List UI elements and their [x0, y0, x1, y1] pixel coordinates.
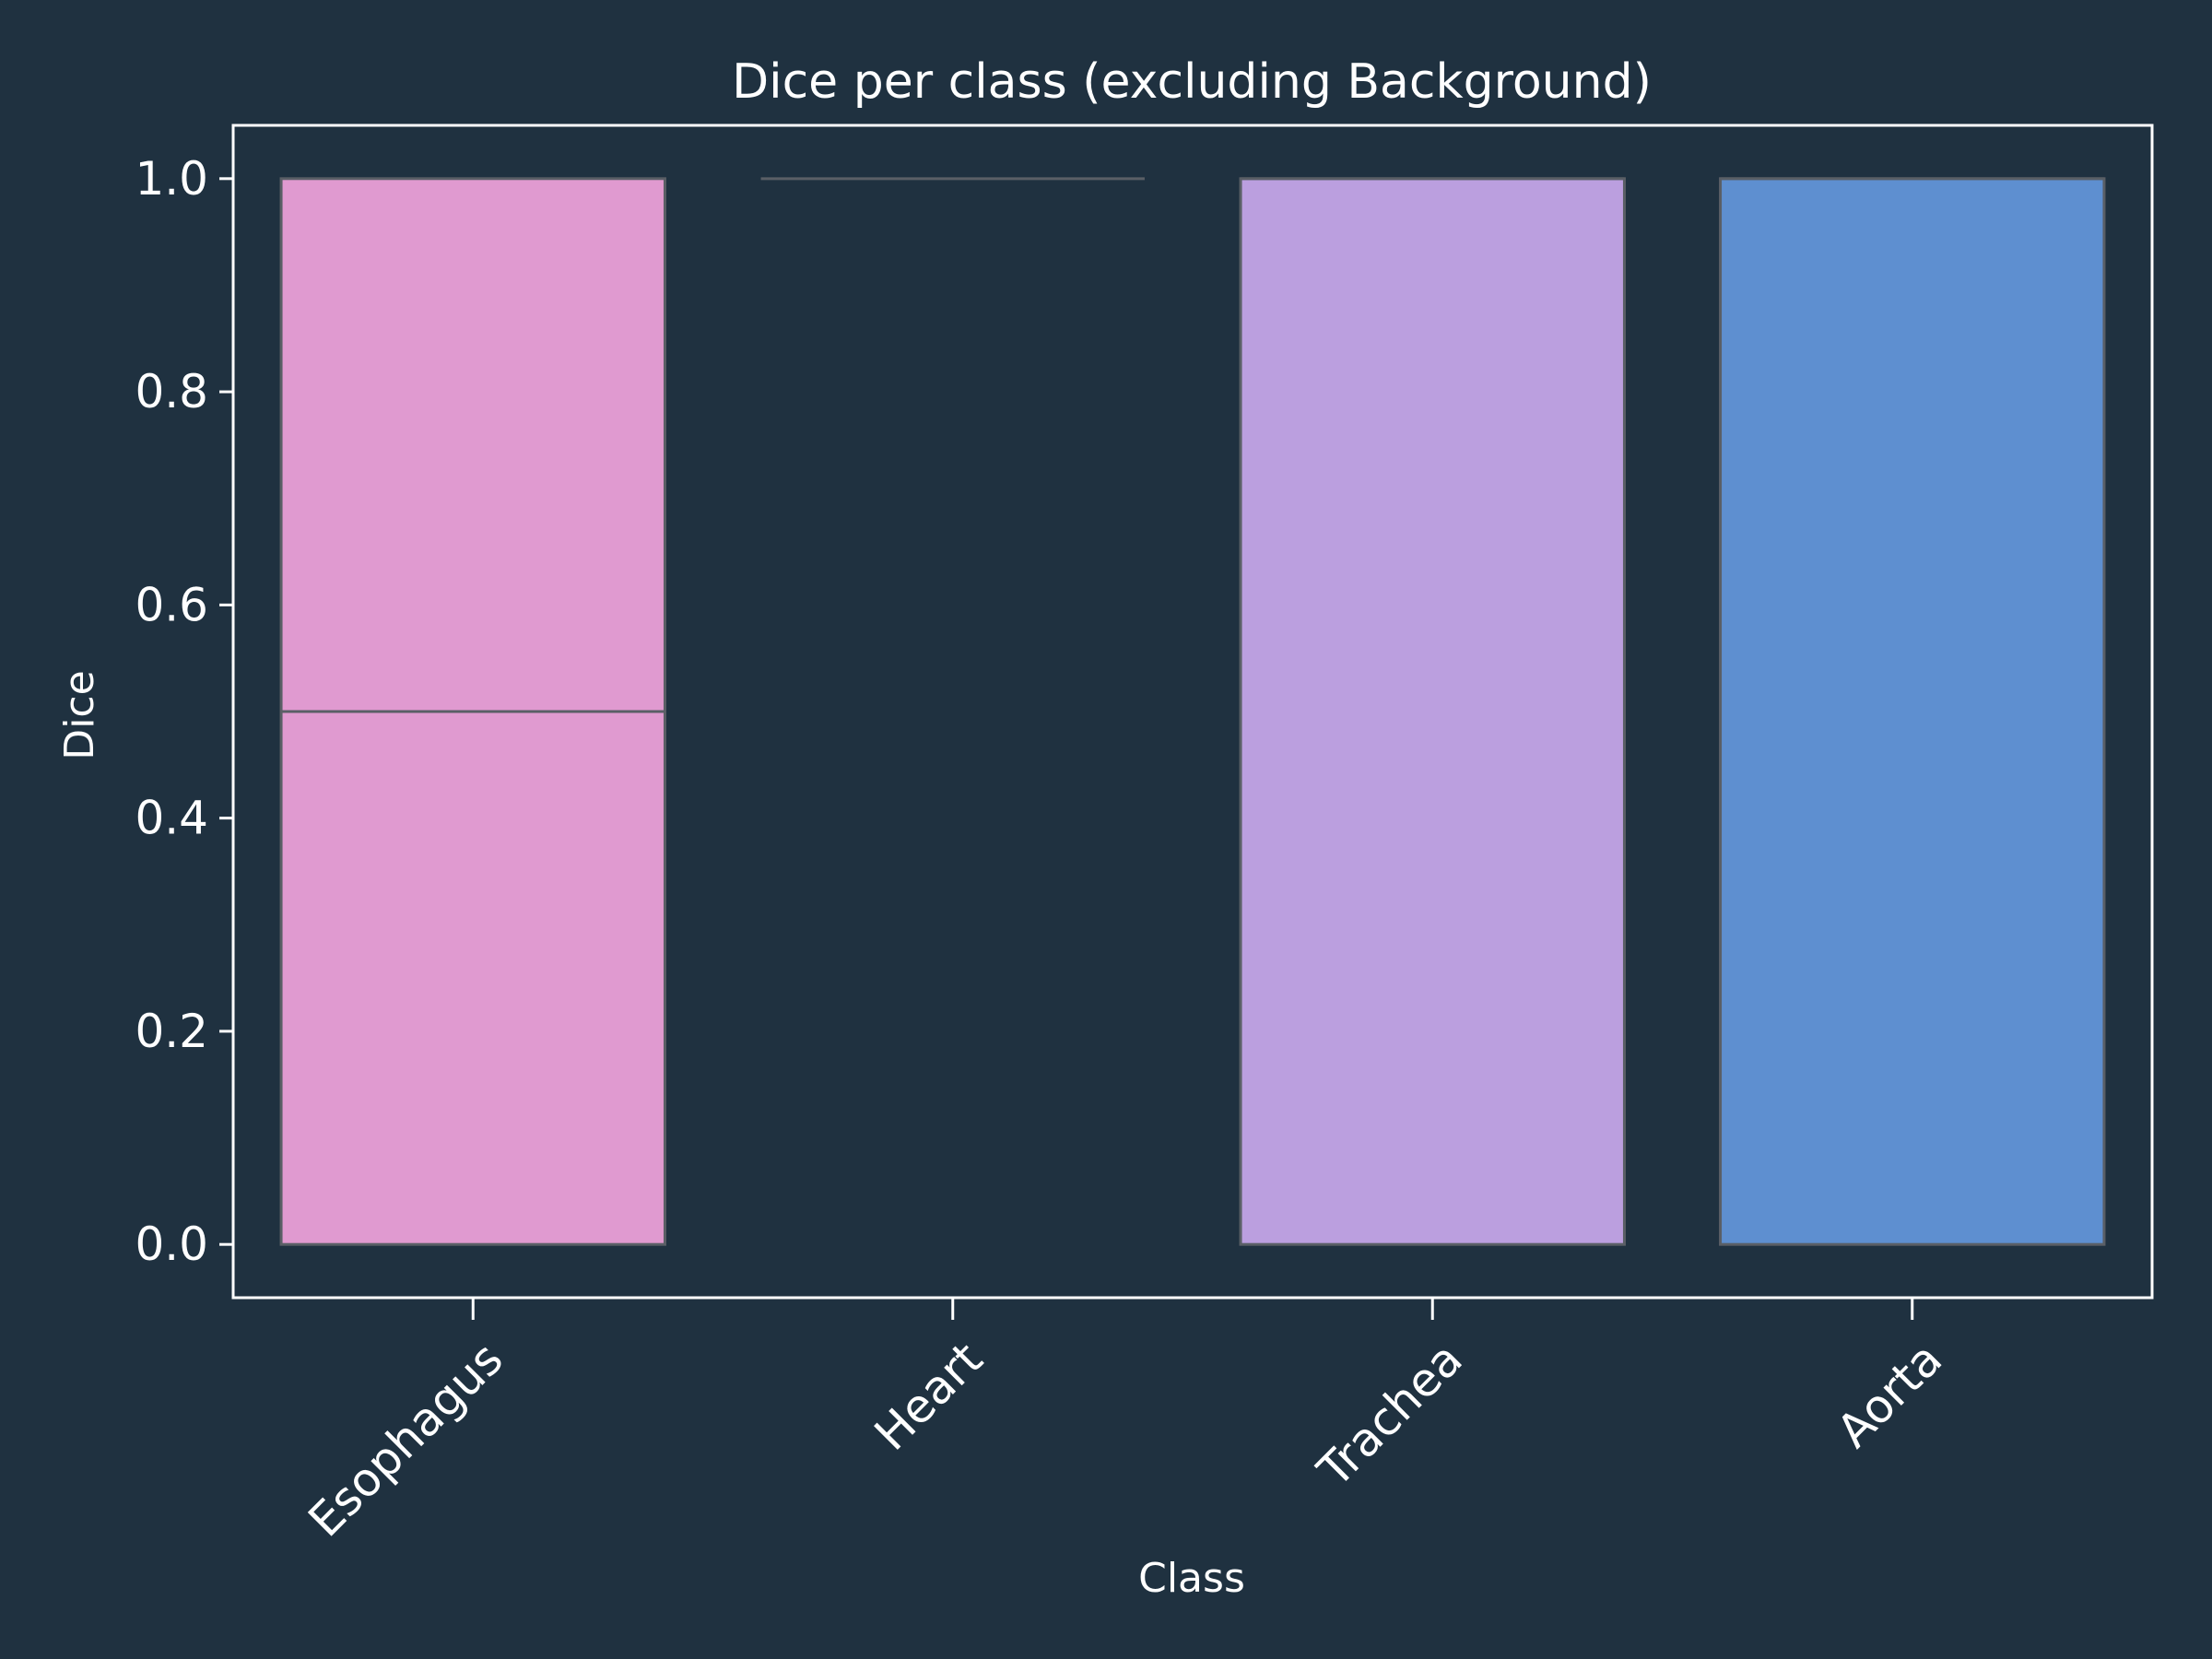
y-tick-label: 0.6 — [135, 578, 208, 631]
y-axis-label: Dice — [56, 670, 103, 759]
box-aorta — [1719, 177, 2106, 1246]
y-tick-label: 0.2 — [135, 1005, 208, 1058]
x-axis-label: Class — [1138, 1555, 1245, 1602]
plot-frame — [231, 124, 2154, 1300]
x-tick-label-heart: Heart — [865, 1332, 993, 1460]
box-trachea — [1239, 177, 1626, 1246]
chart-title: Dice per class (excluding Background) — [732, 54, 1652, 110]
y-tick-label: 0.4 — [135, 792, 208, 845]
x-tick-label-esophagus: Esophagus — [299, 1332, 513, 1547]
y-tick-label: 0.0 — [135, 1218, 208, 1271]
box-group — [279, 177, 2106, 1246]
y-tick-label: 0.8 — [135, 365, 208, 418]
y-axis: 0.0 0.2 0.4 0.6 0.8 1.0 — [135, 152, 233, 1271]
y-tick-label: 1.0 — [135, 152, 208, 206]
x-tick-label-trachea: Trachea — [1307, 1332, 1473, 1498]
x-axis: Esophagus Heart Trachea Aorta — [299, 1298, 1952, 1547]
x-tick-label-aorta: Aorta — [1827, 1332, 1952, 1457]
